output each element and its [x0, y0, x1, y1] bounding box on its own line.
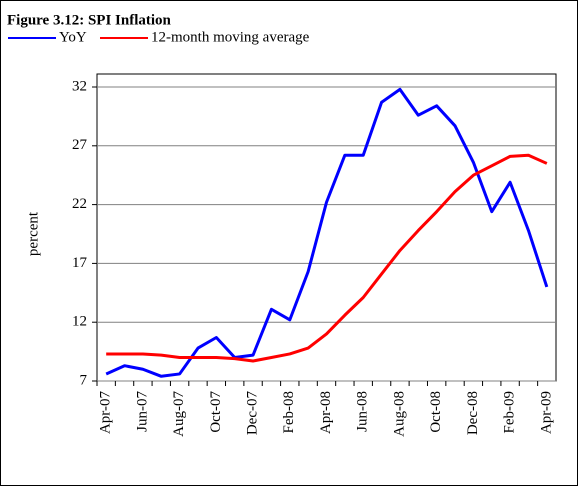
x-tick-label: Feb-08 — [281, 391, 297, 434]
line-series — [105, 87, 549, 378]
x-tick-label: Apr-08 — [318, 391, 334, 434]
x-tick-label: Oct-08 — [428, 391, 444, 433]
x-tick-label: Dec-07 — [244, 391, 260, 436]
x-tick-label: Oct-07 — [208, 391, 224, 433]
y-tick-label: 32 — [72, 78, 87, 94]
y-tick-label: 27 — [72, 137, 88, 153]
x-tick-label: Jun-07 — [134, 391, 150, 432]
y-axis-label: percent — [25, 211, 41, 256]
x-tick-label: Feb-09 — [502, 391, 518, 434]
y-tick-label: 17 — [72, 255, 88, 271]
x-tick-label: Apr-09 — [538, 391, 554, 434]
x-tick-label: Aug-07 — [171, 391, 187, 437]
x-tick-label: Dec-08 — [465, 391, 481, 435]
x-tick-label: Aug-08 — [391, 391, 407, 437]
legend-label: YoY — [59, 29, 87, 45]
x-tick-label: Jun-08 — [355, 391, 371, 432]
line-series — [106, 153, 548, 363]
legend-label: 12-month moving average — [151, 29, 310, 45]
x-tick-label: Apr-07 — [98, 391, 114, 435]
chart-title: Figure 3.12: SPI Inflation — [7, 12, 172, 28]
y-tick-label: 7 — [80, 372, 88, 388]
y-tick-label: 22 — [72, 196, 87, 212]
y-tick-label: 12 — [72, 314, 87, 330]
